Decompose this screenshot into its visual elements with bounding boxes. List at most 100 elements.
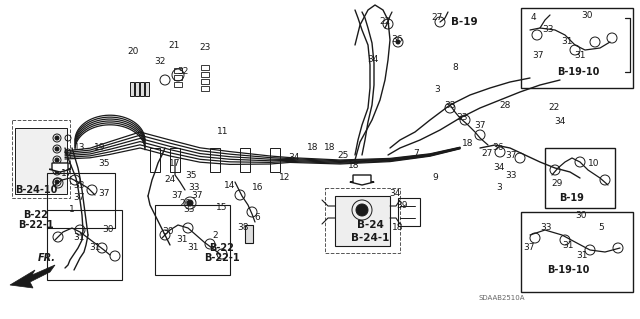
Bar xyxy=(245,225,253,243)
Text: 34: 34 xyxy=(367,56,379,64)
Text: FR.: FR. xyxy=(38,253,56,263)
Text: 16: 16 xyxy=(252,183,264,192)
Bar xyxy=(174,68,182,73)
Text: SDAAB2510A: SDAAB2510A xyxy=(479,295,525,301)
Text: 24: 24 xyxy=(164,175,175,184)
Bar xyxy=(47,210,122,280)
Text: 26: 26 xyxy=(179,198,191,207)
Bar xyxy=(210,148,220,172)
Text: 17: 17 xyxy=(61,168,73,177)
Bar xyxy=(174,75,182,80)
Circle shape xyxy=(55,180,59,184)
Text: 6: 6 xyxy=(254,213,260,222)
Text: 14: 14 xyxy=(224,181,236,189)
Bar xyxy=(12,120,70,198)
Text: 31: 31 xyxy=(188,243,199,253)
Circle shape xyxy=(55,147,59,151)
Text: 33: 33 xyxy=(505,170,516,180)
Text: 32: 32 xyxy=(177,68,189,77)
Bar xyxy=(15,128,67,194)
Circle shape xyxy=(396,40,400,44)
Text: 36: 36 xyxy=(391,35,403,44)
Bar xyxy=(335,196,390,246)
Text: 38: 38 xyxy=(237,224,249,233)
Text: 1: 1 xyxy=(69,204,75,213)
Text: 34: 34 xyxy=(493,164,505,173)
Text: 30: 30 xyxy=(575,211,587,219)
Text: 28: 28 xyxy=(499,100,511,109)
Text: 31: 31 xyxy=(561,38,573,47)
Bar xyxy=(201,65,209,70)
Text: 37: 37 xyxy=(532,50,544,60)
Text: B-19: B-19 xyxy=(559,193,584,203)
Bar xyxy=(170,148,180,172)
Text: 37: 37 xyxy=(474,121,486,130)
Text: 3: 3 xyxy=(434,85,440,94)
Text: 31: 31 xyxy=(574,50,586,60)
Text: 32: 32 xyxy=(154,57,166,66)
Bar xyxy=(201,79,209,84)
Text: 37: 37 xyxy=(524,243,535,253)
Text: 33: 33 xyxy=(188,183,200,192)
Text: 27: 27 xyxy=(431,13,443,23)
Bar xyxy=(270,148,280,172)
Bar xyxy=(150,148,160,172)
Text: 30: 30 xyxy=(581,11,593,19)
Polygon shape xyxy=(49,163,71,172)
Text: 35: 35 xyxy=(185,170,196,180)
Bar xyxy=(325,188,400,253)
Bar xyxy=(155,205,230,275)
Bar xyxy=(135,82,139,96)
Bar xyxy=(130,82,134,96)
Text: 4: 4 xyxy=(530,13,536,23)
Text: 10: 10 xyxy=(588,159,600,167)
Text: 31: 31 xyxy=(563,241,573,249)
Text: 33: 33 xyxy=(73,181,84,189)
Text: 34: 34 xyxy=(389,189,401,197)
Text: 33: 33 xyxy=(540,224,552,233)
Text: 7: 7 xyxy=(413,149,419,158)
Text: 13: 13 xyxy=(74,144,86,152)
Text: 18: 18 xyxy=(462,138,474,147)
Text: 9: 9 xyxy=(432,174,438,182)
Text: 31: 31 xyxy=(576,250,588,259)
Circle shape xyxy=(55,136,59,140)
Text: 36: 36 xyxy=(492,143,504,152)
Text: 18: 18 xyxy=(324,143,336,152)
Text: 3: 3 xyxy=(496,183,502,192)
Text: 11: 11 xyxy=(217,128,228,137)
Text: 19: 19 xyxy=(94,144,106,152)
Bar xyxy=(240,148,250,172)
Text: 39: 39 xyxy=(396,201,408,210)
Text: 27: 27 xyxy=(481,149,493,158)
Text: 20: 20 xyxy=(127,48,139,56)
Text: 37: 37 xyxy=(505,151,516,160)
Text: 31: 31 xyxy=(73,234,84,242)
Text: 33: 33 xyxy=(542,26,554,34)
Text: 18: 18 xyxy=(348,160,360,169)
Text: 8: 8 xyxy=(452,63,458,72)
Text: 23: 23 xyxy=(199,43,211,53)
Text: 34: 34 xyxy=(554,117,566,127)
Text: 37: 37 xyxy=(172,191,183,201)
Text: 31: 31 xyxy=(89,243,100,253)
Circle shape xyxy=(55,169,59,173)
Text: 37: 37 xyxy=(191,191,203,201)
Text: 37: 37 xyxy=(99,189,109,197)
Text: 33: 33 xyxy=(183,205,195,214)
Text: 25: 25 xyxy=(337,151,349,160)
Text: B-19-10: B-19-10 xyxy=(547,265,589,275)
Text: B-24-10: B-24-10 xyxy=(15,185,57,195)
Text: B-19-10: B-19-10 xyxy=(557,67,599,77)
Bar xyxy=(140,82,144,96)
Text: B-24: B-24 xyxy=(356,220,383,230)
Text: B-22: B-22 xyxy=(24,210,49,220)
Text: 17: 17 xyxy=(169,159,180,167)
Bar xyxy=(398,198,420,226)
Text: 29: 29 xyxy=(551,179,563,188)
Bar xyxy=(47,173,115,228)
Bar xyxy=(521,8,633,88)
Text: 18: 18 xyxy=(392,224,404,233)
Text: 18: 18 xyxy=(307,143,319,152)
Circle shape xyxy=(356,204,368,216)
